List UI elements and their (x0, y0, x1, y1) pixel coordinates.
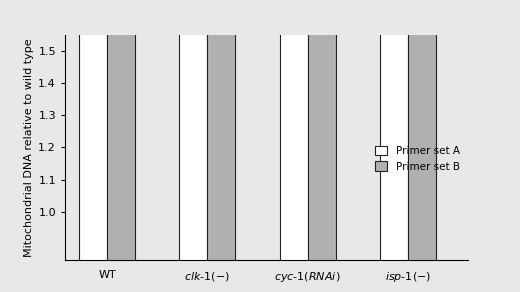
Bar (308, 0, 336, 260)
Text: $\it{isp}$-$1(-)$: $\it{isp}$-$1(-)$ (385, 270, 431, 284)
Text: WT: WT (98, 270, 116, 279)
Legend: Primer set A, Primer set B: Primer set A, Primer set B (372, 143, 463, 175)
Text: $\it{cyc}$-$1(\it{RNAi})$: $\it{cyc}$-$1(\it{RNAi})$ (275, 270, 341, 284)
Y-axis label: Mitochondrial DNA relative to wild type: Mitochondrial DNA relative to wild type (24, 38, 34, 257)
Bar (179, 0, 207, 260)
Bar (280, 0, 308, 260)
Text: $\it{clk}$-$1(-)$: $\it{clk}$-$1(-)$ (185, 270, 230, 283)
Bar (408, 0, 436, 260)
Bar (107, 0, 135, 260)
Bar (79, 0, 107, 260)
Bar (207, 0, 236, 260)
Bar (380, 0, 408, 260)
